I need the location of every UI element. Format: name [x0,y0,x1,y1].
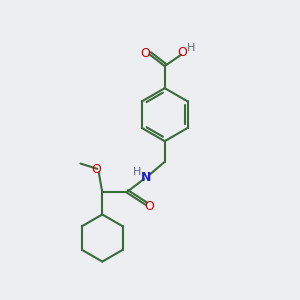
Text: H: H [187,44,195,53]
Text: O: O [177,46,187,59]
Text: O: O [92,163,101,176]
Text: N: N [141,171,152,184]
Text: O: O [141,46,151,60]
Text: H: H [133,167,141,177]
Text: O: O [145,200,154,213]
